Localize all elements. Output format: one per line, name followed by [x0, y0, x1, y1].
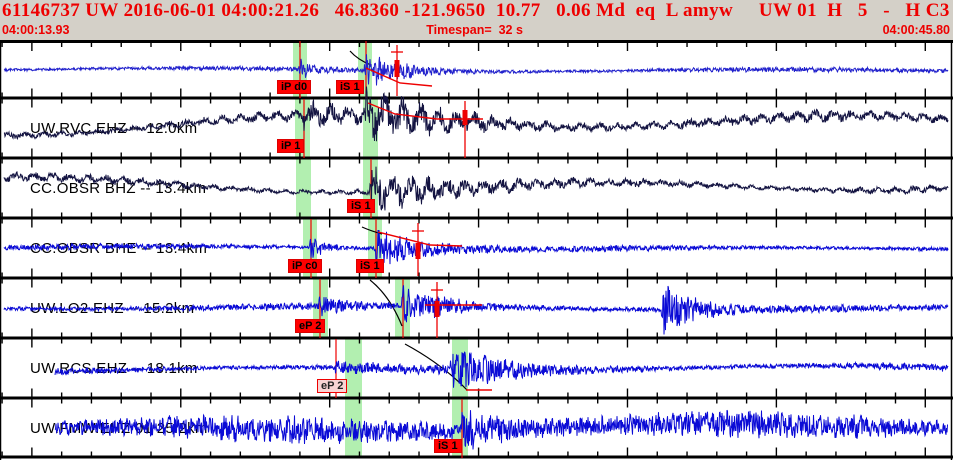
event-summary-line: 61146737 UW 2016-06-01 04:00:21.26 46.83… — [2, 0, 953, 21]
phase-pick-flag[interactable]: iP d0 — [277, 80, 312, 94]
amplitude-marker-bar[interactable] — [462, 110, 468, 125]
panel-separator-ruler — [0, 396, 953, 400]
pick-connector-curve — [349, 50, 372, 66]
pick-connector-curve — [369, 279, 403, 327]
pick-uncertainty-band — [363, 98, 378, 158]
seismogram-trace[interactable] — [3, 285, 949, 335]
seismogram-trace[interactable] — [3, 166, 949, 211]
phase-pick-flag[interactable]: iS 1 — [434, 439, 462, 453]
seismogram-trace[interactable] — [3, 86, 949, 142]
coda-decay-line — [377, 231, 463, 247]
phase-pick-flag[interactable]: eP 2 — [295, 319, 326, 333]
phase-pick-flag[interactable]: iS 1 — [336, 80, 364, 94]
coda-decay-line — [367, 102, 483, 120]
panel-separator-ruler — [0, 216, 953, 220]
window-end-time: 04:00:45.80 — [882, 23, 950, 37]
panel-separator-ruler — [0, 156, 953, 160]
trace-panel-area[interactable]: UW.RVC EHZ -- 12.0km CC.OBSR BHZ -- 13.4k… — [0, 40, 953, 460]
panel-separator-ruler — [0, 276, 953, 280]
timespan-label: Timespan= 32 s — [426, 23, 523, 37]
window-start-time: 04:00:13.93 — [2, 23, 70, 37]
pick-connector-curve — [361, 226, 383, 235]
amplitude-marker-bar[interactable] — [415, 243, 421, 259]
seismogram-trace[interactable] — [3, 229, 949, 265]
phase-pick-flag[interactable]: iP c0 — [288, 259, 322, 273]
phase-pick-flag[interactable]: eP 2 — [317, 379, 348, 393]
time-ruler-header: 04:00:13.93 Timespan= 32 s 04:00:45.80 — [0, 21, 953, 40]
pick-uncertainty-band — [296, 158, 311, 218]
pick-uncertainty-band — [345, 398, 362, 458]
amplitude-marker-bar[interactable] — [394, 60, 400, 77]
seismogram-trace[interactable] — [3, 54, 949, 86]
panel-separator-ruler — [0, 455, 953, 459]
pick-connector-curve — [404, 343, 468, 391]
phase-pick-flag[interactable]: iP 1 — [277, 139, 305, 153]
phase-pick-flag[interactable]: iS 1 — [347, 199, 375, 213]
coda-decay-line — [365, 67, 433, 87]
event-header: 61146737 UW 2016-06-01 04:00:21.26 46.83… — [0, 0, 953, 40]
phase-pick-flag[interactable]: iS 1 — [356, 259, 384, 273]
seismogram-trace[interactable] — [54, 409, 948, 450]
seismogram-trace[interactable] — [54, 351, 949, 388]
waveform-layer[interactable] — [0, 40, 953, 460]
panel-separator-ruler — [0, 96, 953, 100]
panel-separator-ruler — [0, 336, 953, 340]
amplitude-marker-bar[interactable] — [434, 301, 440, 317]
panel-separator-ruler — [0, 40, 953, 43]
